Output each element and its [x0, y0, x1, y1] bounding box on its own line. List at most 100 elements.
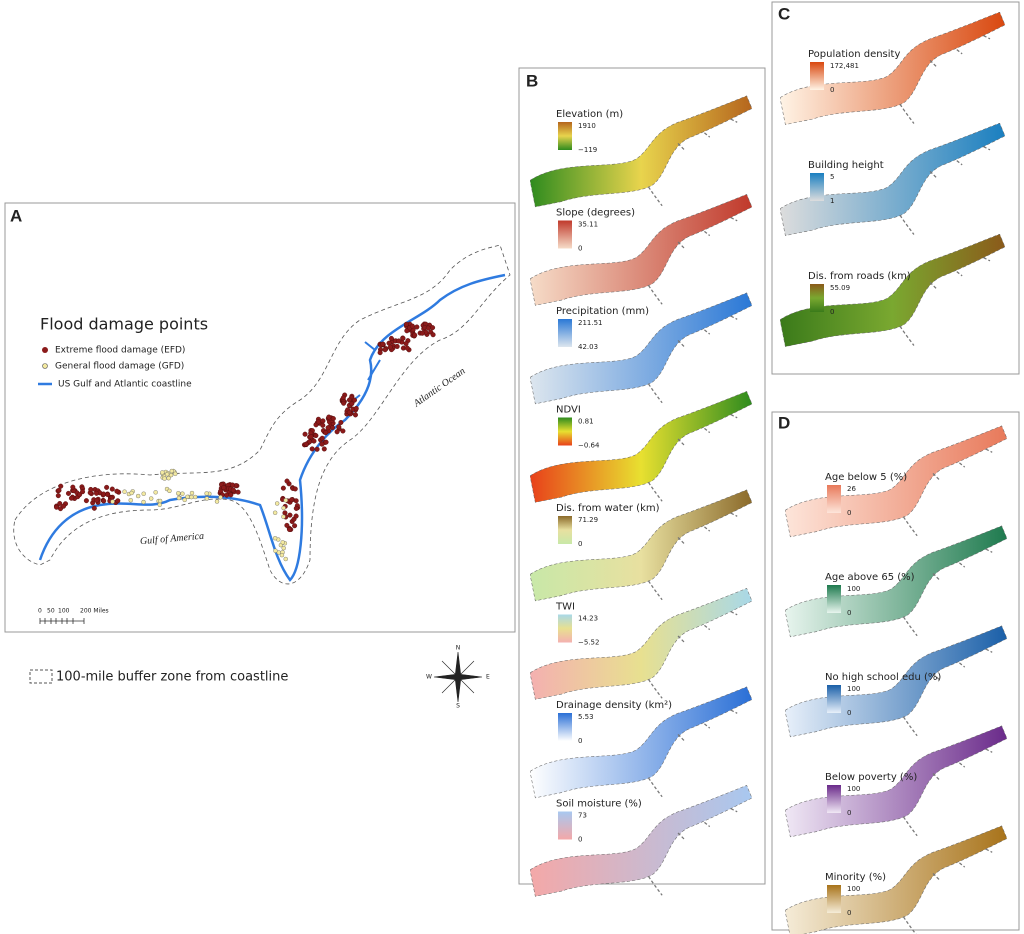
legend-title: Population density: [808, 49, 900, 60]
legend-min: 42.03: [578, 343, 598, 351]
efd-point: [55, 493, 61, 499]
gfd-point: [204, 491, 209, 496]
efd-point: [396, 338, 402, 344]
efd-point: [228, 492, 234, 498]
gfd-point: [272, 510, 278, 515]
gfd-point: [279, 552, 285, 558]
legend-min: −0.64: [578, 442, 600, 450]
gfd-point: [218, 495, 223, 500]
gfd-point: [283, 556, 288, 562]
legend-ramp: [558, 122, 572, 150]
legend-ramp: [810, 284, 824, 312]
efd-point: [56, 487, 62, 493]
gfd-point: [189, 490, 195, 496]
efd-point: [221, 485, 227, 491]
legend-ramp: [810, 62, 824, 90]
efd-point: [284, 522, 290, 528]
efd-point: [292, 486, 298, 492]
legend-ramp: [558, 614, 572, 643]
efd-point: [105, 492, 111, 498]
legend-ramp: [827, 785, 841, 813]
gfd-point: [128, 498, 133, 503]
efd-point: [430, 325, 436, 331]
gfd-point: [141, 499, 146, 505]
efd-point: [414, 324, 420, 330]
gfd-point: [180, 491, 185, 496]
efd-point: [302, 431, 308, 437]
gfd-point: [281, 545, 286, 551]
legend-min: −119: [578, 146, 597, 154]
efd-point: [349, 401, 355, 407]
legend-title: Age below 5 (%): [825, 472, 907, 483]
legend-title: No high school edu (%): [825, 672, 941, 683]
efd-point: [88, 486, 94, 492]
efd-point: [65, 490, 71, 496]
legend-max: 0.81: [578, 418, 594, 426]
legend-min: 0: [847, 509, 851, 517]
efd-point: [70, 484, 76, 490]
gfd-point: [283, 498, 288, 503]
legend-min: 0: [830, 308, 834, 316]
gfd-point: [189, 494, 194, 500]
compass-w: W: [426, 674, 432, 681]
scale-label: 50: [47, 608, 55, 615]
panel-a-box: [4, 202, 516, 633]
gfd-point: [273, 548, 278, 553]
compass: N E S W: [426, 645, 490, 710]
legend-title: Dis. from water (km): [556, 503, 660, 514]
efd-point: [323, 430, 329, 436]
gfd-point: [153, 490, 158, 495]
legend-ramp: [558, 319, 572, 347]
panel-label: D: [778, 413, 790, 432]
gfd-point: [281, 514, 286, 519]
legend-max: 73: [578, 812, 587, 820]
efd-point: [114, 488, 120, 494]
legend-min: 0: [578, 737, 582, 745]
legend-item: General flood damage (GFD): [55, 362, 184, 372]
legend-item: Extreme flood damage (EFD): [55, 346, 185, 356]
efd-point: [404, 345, 410, 351]
legend-title: Dis. from roads (km): [808, 271, 911, 282]
gfd-point: [176, 491, 181, 496]
efd-point: [289, 497, 295, 503]
efd-point: [280, 485, 286, 491]
layer-maps: Elevation (m) 1910 −119 Slope (degrees) 35.1…: [530, 12, 1007, 934]
efd-point: [308, 434, 314, 440]
legend-max: 71.29: [578, 516, 598, 524]
gfd-point: [129, 490, 134, 496]
legend-title: Elevation (m): [556, 109, 623, 120]
legend-title: TWI: [555, 602, 575, 613]
coastline: [38, 273, 506, 582]
legend-min: 1: [830, 197, 834, 205]
efd-point: [412, 332, 418, 338]
efd-point: [388, 335, 394, 341]
efd-point: [409, 323, 415, 329]
legend-max: 5: [830, 173, 834, 181]
efd-point: [382, 347, 388, 353]
efd-point: [340, 428, 346, 434]
gfd-point: [280, 540, 285, 545]
flood-points: [53, 321, 436, 562]
efd-point: [319, 435, 325, 441]
gfd-point: [274, 501, 280, 506]
legend-title: Minority (%): [825, 872, 886, 883]
efd-point: [330, 416, 336, 422]
efd-point: [314, 446, 320, 452]
legend-min: 0: [847, 809, 851, 817]
efd-point: [419, 330, 425, 336]
gfd-point: [192, 494, 198, 500]
efd-point: [394, 343, 400, 349]
efd-point: [430, 332, 436, 338]
gfd-point: [157, 498, 163, 504]
efd-point: [93, 490, 99, 496]
gfd-point: [185, 494, 190, 500]
gfd-point: [167, 488, 172, 494]
legend-max: 26: [847, 485, 856, 493]
compass-n: N: [456, 645, 461, 652]
efd-point: [61, 503, 67, 509]
legend-max: 14.23: [578, 615, 598, 623]
legend-swatch: [42, 347, 48, 353]
efd-point: [115, 498, 121, 504]
legend-max: 100: [847, 585, 860, 593]
legend-title: Flood damage points: [40, 315, 208, 334]
